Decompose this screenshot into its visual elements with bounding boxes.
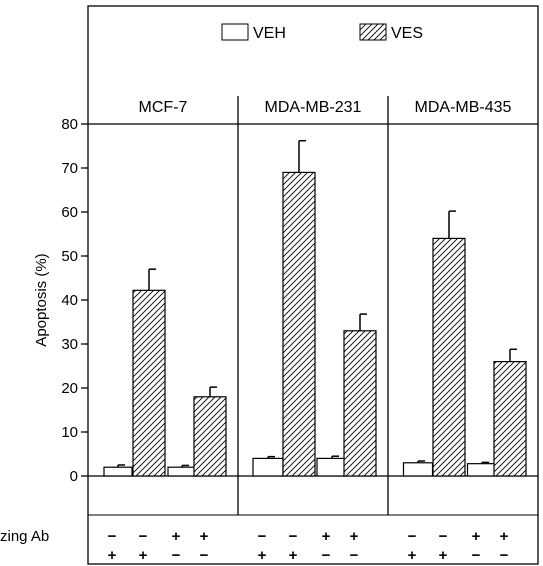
- bar-veh: [316, 457, 348, 477]
- legend-ves-label: VES: [391, 25, 423, 42]
- panel-3: MDA-MB-435 − + − + + − + −: [402, 99, 527, 564]
- panel-title: MDA-MB-231: [265, 99, 362, 116]
- condition-sign: +: [172, 528, 181, 545]
- y-tick-label: 30: [61, 336, 78, 353]
- condition-sign: +: [108, 547, 117, 564]
- condition-sign: +: [139, 547, 148, 564]
- bar-ves: [282, 171, 316, 477]
- condition-sign: +: [350, 528, 359, 545]
- condition-sign: +: [408, 547, 417, 564]
- outer-frame: [87, 5, 539, 565]
- condition-sign: −: [258, 528, 267, 545]
- panel-1: MCF-7 − + − + + − + −: [103, 99, 227, 564]
- bar-ves: [493, 361, 527, 477]
- bar-ves: [343, 330, 377, 477]
- bar-veh: [252, 457, 284, 477]
- panel-2: MDA-MB-231 − + − + + − + −: [252, 99, 377, 564]
- condition-sign: −: [200, 547, 209, 564]
- bar-veh: [103, 466, 133, 477]
- y-tick-label: 50: [61, 248, 78, 265]
- bar-veh: [167, 466, 197, 477]
- condition-sign: −: [439, 528, 448, 545]
- y-tick-label: 40: [61, 292, 78, 309]
- condition-sign: +: [289, 547, 298, 564]
- condition-sign: +: [500, 528, 509, 545]
- condition-sign: +: [472, 528, 481, 545]
- condition-sign: +: [200, 528, 209, 545]
- condition-sign: −: [172, 547, 181, 564]
- y-tick-label: 80: [61, 116, 78, 133]
- y-tick-label: 60: [61, 204, 78, 221]
- y-tick-label: 0: [70, 468, 78, 485]
- condition-sign: −: [350, 547, 359, 564]
- y-axis-label: Apoptosis (%): [33, 253, 50, 346]
- condition-sign: −: [322, 547, 331, 564]
- legend: VEH VES: [221, 23, 423, 42]
- condition-sign: +: [322, 528, 331, 545]
- bar-ves: [432, 237, 466, 477]
- panel-title: MDA-MB-435: [415, 99, 512, 116]
- condition-sign: −: [472, 547, 481, 564]
- bar-ves: [132, 289, 166, 477]
- bar-veh: [466, 463, 498, 477]
- condition-row-label: zing Ab: [0, 528, 49, 545]
- y-tick-label: 10: [61, 424, 78, 441]
- legend-ves-swatch: [359, 23, 387, 41]
- legend-veh-label: VEH: [253, 25, 286, 42]
- condition-sign: −: [108, 528, 117, 545]
- condition-sign: −: [500, 547, 509, 564]
- condition-sign: +: [439, 547, 448, 564]
- condition-sign: −: [139, 528, 148, 545]
- bar-ves: [193, 396, 227, 477]
- legend-veh-swatch: [221, 23, 249, 41]
- condition-sign: +: [258, 547, 267, 564]
- bar-veh: [402, 462, 434, 477]
- panel-title: MCF-7: [139, 99, 188, 116]
- condition-sign: −: [408, 528, 417, 545]
- condition-sign: −: [289, 528, 298, 545]
- y-tick-label: 20: [61, 380, 78, 397]
- y-tick-label: 70: [61, 160, 78, 177]
